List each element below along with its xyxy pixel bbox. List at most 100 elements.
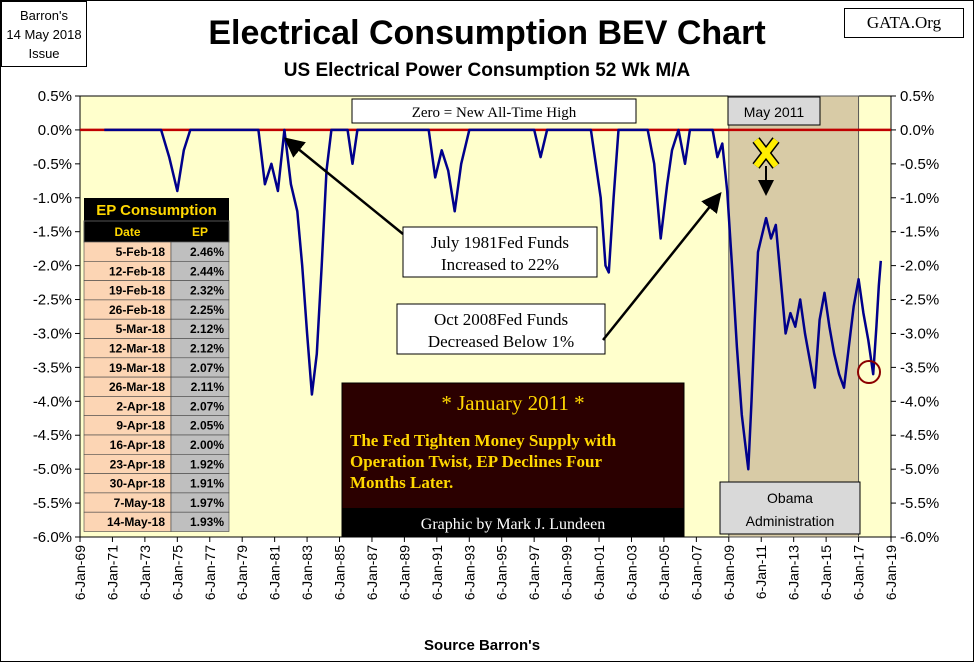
zero-note-box [351, 98, 637, 124]
issue-line-1: Barron's [19, 8, 68, 23]
oct2008-arrow [602, 192, 722, 341]
table-cell-ep: 2.44% [190, 264, 224, 278]
y-tick-label-left: -5.0% [33, 461, 72, 478]
y-tick-label-right: -1.5% [900, 224, 939, 241]
y-tick-label-left: -3.0% [33, 325, 72, 342]
table-cell-ep: 1.97% [190, 496, 224, 510]
x-cross-icon [752, 137, 780, 169]
y-tick-label-right: -2.0% [900, 258, 939, 275]
ep-consumption-table: EP Consumption Date EP 5-Feb-18 2.46% 12-Feb-… [83, 198, 230, 532]
table-cell-date: 12-Mar-18 [109, 342, 165, 356]
y-tick-label-right: -6.0% [900, 529, 939, 546]
x-tick-label: 6-Jan-87 [364, 545, 380, 600]
obama-line-1: Obama [767, 490, 813, 506]
table-cell-ep: 2.32% [190, 284, 224, 298]
table-cell-ep: 1.91% [190, 477, 224, 491]
y-tick-label-right: -0.5% [900, 156, 939, 173]
y-tick-label-left: -5.5% [33, 495, 72, 512]
y-tick-label-right: -1.0% [900, 190, 939, 207]
y-tick-label-left: -3.5% [33, 359, 72, 376]
table-cell-date: 30-Apr-18 [110, 477, 166, 491]
table-cell-ep: 2.05% [190, 419, 224, 433]
y-tick-label-right: -5.5% [900, 495, 939, 512]
obama-line-2: Administration [746, 513, 835, 529]
x-tick-label: 6-Jan-79 [234, 545, 250, 600]
y-tick-label-left: -4.5% [33, 427, 72, 444]
x-tick-label: 6-Jan-13 [786, 545, 802, 600]
table-cell-date: 5-Mar-18 [116, 322, 166, 336]
obama-box [719, 481, 861, 535]
x-tick-label: 6-Jan-81 [267, 545, 283, 600]
table-cell-date: 9-Apr-18 [116, 419, 165, 433]
table-cell-ep: 2.11% [191, 380, 225, 394]
x-tick-label: 6-Jan-93 [461, 545, 477, 600]
brand-box: GATA.Org [844, 8, 964, 38]
y-axis-right: 0.5% 0.0% -0.5% -1.0% -1.5% -2.0% -2.5% -3.0% -3… [891, 88, 939, 546]
oct2008-line-2: Decreased Below 1% [428, 332, 574, 351]
obama-shaded-period [728, 95, 860, 538]
x-tick-label: 6-Jan-19 [883, 545, 899, 600]
jan2011-line-1: The Fed Tighten Money Supply with [350, 431, 617, 450]
table-cell-ep: 2.00% [190, 438, 224, 452]
table-cell-ep-bg [170, 511, 230, 532]
table-cell-date: 14-May-18 [107, 515, 165, 529]
oct2008-box [396, 303, 606, 355]
y-tick-label-right: -4.5% [900, 427, 939, 444]
table-cell-date: 26-Mar-18 [109, 380, 165, 394]
july1981-box [402, 226, 598, 278]
x-tick-label: 6-Jan-73 [137, 545, 153, 600]
table-cell-date: 16-Apr-18 [110, 438, 166, 452]
table-cell-ep: 1.93% [190, 515, 224, 529]
y-tick-label-right: -4.0% [900, 393, 939, 410]
y-tick-label-right: -3.0% [900, 325, 939, 342]
x-tick-label: 6-Jan-11 [753, 545, 769, 599]
table-header-date: Date [114, 225, 140, 239]
y-tick-label-right: 0.5% [900, 88, 934, 105]
y-tick-label-left: -1.5% [33, 224, 72, 241]
y-tick-label-right: -5.0% [900, 461, 939, 478]
y-tick-label-left: -0.5% [33, 156, 72, 173]
jan2011-line-3: Months Later. [350, 473, 453, 492]
x-tick-label: 6-Jan-91 [429, 545, 445, 600]
table-cell-date: 23-Apr-18 [110, 457, 166, 471]
issue-box: Barron's 14 May 2018 Issue [1, 1, 87, 67]
table-cell-ep: 2.25% [190, 303, 224, 317]
table-cell-ep: 2.07% [190, 399, 224, 413]
y-tick-label-left: 0.5% [38, 88, 72, 105]
table-cell-ep: 2.07% [190, 361, 224, 375]
july1981-line-1: July 1981Fed Funds [431, 233, 569, 252]
latest-value-circle [857, 360, 881, 384]
x-tick-label: 6-Jan-69 [72, 545, 88, 600]
x-tick-label: 6-Jan-17 [851, 545, 867, 600]
y-tick-label-right: -2.5% [900, 292, 939, 309]
credit-bar [342, 508, 684, 537]
x-tick-label: 6-Jan-07 [688, 545, 704, 600]
table-cell-date: 7-May-18 [114, 496, 166, 510]
issue-line-2: 14 May 2018 [6, 27, 82, 42]
jan2011-line-2: Operation Twist, EP Declines Four [350, 452, 602, 471]
table-cell-date: 2-Apr-18 [116, 399, 165, 413]
chart-subtitle: US Electrical Power Consumption 52 Wk M/… [283, 60, 691, 81]
table-cell-ep: 2.12% [190, 342, 224, 356]
table-cell-ep: 2.12% [190, 322, 224, 336]
table-cell-date: 19-Mar-18 [109, 361, 165, 375]
table-cell-date: 26-Feb-18 [109, 303, 165, 317]
x-tick-label: 6-Jan-03 [623, 545, 639, 600]
credit-text: Graphic by Mark J. Lundeen [421, 516, 605, 533]
may2011-box [727, 96, 821, 126]
x-tick-label: 6-Jan-01 [591, 545, 607, 600]
series-line-ep [104, 128, 883, 471]
x-tick-label: 6-Jan-15 [818, 545, 834, 600]
x-tick-label: 6-Jan-09 [721, 545, 737, 600]
y-tick-label-right: -3.5% [900, 359, 939, 376]
x-tick-label: 6-Jan-95 [494, 545, 510, 600]
x-tick-label: 6-Jan-99 [559, 545, 575, 600]
y-tick-label-right: 0.0% [900, 122, 934, 139]
y-tick-label-left: -2.5% [33, 292, 72, 309]
issue-line-3: Issue [28, 46, 60, 61]
zero-note: Zero = New All-Time High [412, 105, 577, 121]
x-tick-label: 6-Jan-85 [332, 545, 348, 600]
x-axis-label: Source Barron's [424, 637, 540, 654]
